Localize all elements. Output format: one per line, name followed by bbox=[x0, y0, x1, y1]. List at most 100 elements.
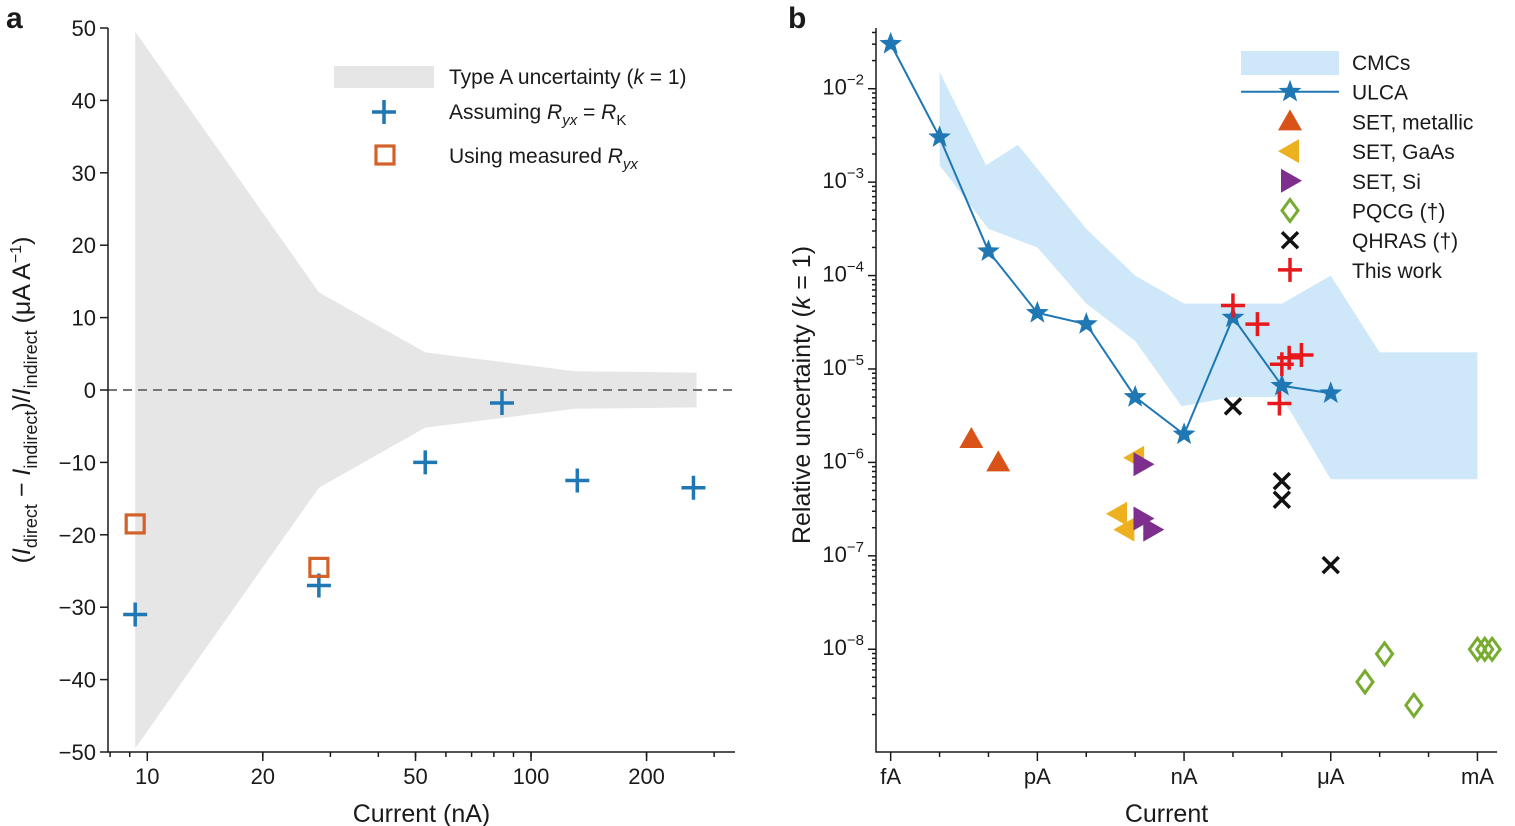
data-point-set-metallic bbox=[959, 427, 984, 449]
data-point-ulca bbox=[1074, 312, 1098, 334]
y-tick-label-a: −20 bbox=[59, 523, 96, 548]
y-tick-label-a: 20 bbox=[72, 233, 96, 258]
data-point-this-work bbox=[1267, 391, 1292, 416]
x-tick-label-b: nA bbox=[1171, 764, 1198, 789]
data-point-ulca bbox=[928, 125, 951, 147]
y-axis-label-b: Relative uncertainty (k = 1) bbox=[788, 246, 816, 544]
legend-marker-ulca bbox=[1278, 79, 1302, 102]
x-tick-label-b: fA bbox=[880, 764, 901, 789]
legend-label: CMCs bbox=[1352, 52, 1410, 75]
data-point-qhras bbox=[1272, 471, 1292, 491]
x-tick-label-a: 50 bbox=[403, 764, 427, 789]
y-tick-label-b: 10−4 bbox=[822, 259, 864, 287]
chart-a: −50 −40 −30 −20 −10 0 10 20 30 40 50 10 20 50 100 200 T… bbox=[8, 16, 735, 826]
legend-marker-assuming bbox=[372, 100, 396, 124]
panel-label-b: b bbox=[788, 2, 806, 35]
data-marks-a bbox=[123, 391, 706, 627]
x-tick-label-a: 200 bbox=[628, 764, 665, 789]
ulca-line bbox=[889, 43, 1331, 436]
data-point-assuming bbox=[489, 391, 514, 416]
y-tick-label-a: 10 bbox=[72, 306, 96, 331]
y-tick-label-b: 10−6 bbox=[822, 445, 864, 473]
y-tick-label-a: −40 bbox=[59, 668, 96, 693]
y-tick-label-a: 30 bbox=[72, 161, 96, 186]
data-point-pqcg bbox=[1355, 668, 1375, 696]
data-point-pqcg bbox=[1474, 635, 1495, 663]
axis-frame-b bbox=[875, 28, 1497, 753]
y-tick-label-b: 10−7 bbox=[822, 539, 864, 567]
legend-marker bbox=[1278, 139, 1299, 164]
legend-label: ULCA bbox=[1352, 82, 1408, 105]
x-tick-label-b: mA bbox=[1461, 764, 1494, 789]
y-tick-label-a: 0 bbox=[84, 378, 96, 403]
legend-marker-measured bbox=[374, 144, 396, 166]
data-point-ulca bbox=[1172, 422, 1196, 445]
legend-swatch-cmcs bbox=[1241, 51, 1339, 75]
legend-label: This work bbox=[1352, 260, 1442, 283]
data-point-measured bbox=[124, 513, 146, 535]
data-point-ulca bbox=[1319, 381, 1343, 403]
y-tick-label-a: 40 bbox=[72, 88, 96, 113]
legend-a: Type A uncertainty (k = 1) Assuming Ryx … bbox=[334, 66, 687, 173]
data-point-assuming bbox=[123, 602, 148, 627]
data-point-assuming bbox=[681, 475, 706, 500]
data-point-ulca bbox=[1025, 300, 1049, 323]
data-point-set-gaas bbox=[1113, 517, 1135, 542]
data-point-pqcg bbox=[1404, 691, 1424, 719]
y-tick-label-a: −10 bbox=[59, 450, 96, 475]
x-tick-label-a: 100 bbox=[513, 764, 550, 789]
y-tick-label-b: 10−3 bbox=[822, 165, 864, 193]
legend-label: QHRAS (†) bbox=[1352, 230, 1458, 253]
y-tick-label-a: 50 bbox=[72, 16, 96, 41]
data-point-qhras bbox=[1321, 555, 1340, 575]
legend-label: SET, Si bbox=[1352, 171, 1421, 194]
axes-a: −50 −40 −30 −20 −10 0 10 20 30 40 50 10 20 50 100 200 bbox=[59, 16, 735, 789]
x-axis-label-a: Current (nA) bbox=[353, 800, 491, 826]
legend-label-type-a: Type A uncertainty (k = 1) bbox=[449, 66, 687, 89]
data-point-assuming bbox=[565, 468, 590, 493]
legend-marker bbox=[1281, 168, 1302, 193]
x-tick-label-a: 10 bbox=[135, 764, 159, 789]
x-tick-label-a: 20 bbox=[251, 764, 275, 789]
y-tick-label-b: 10−5 bbox=[822, 352, 864, 380]
data-point-pqcg bbox=[1374, 640, 1395, 668]
data-point-measured bbox=[308, 556, 330, 578]
data-point-ulca bbox=[977, 239, 1000, 261]
y-axis-label-a: (Idirect − Iindirect)/Iindirect (μA A−1) bbox=[8, 237, 41, 564]
x-axis-label-b: Current bbox=[1125, 800, 1208, 826]
y-tick-label-a: −30 bbox=[59, 595, 96, 620]
y-tick-label-b: 10−2 bbox=[822, 72, 864, 100]
cmc-band bbox=[939, 71, 1478, 480]
x-tick-label-b: pA bbox=[1024, 764, 1051, 789]
legend-swatch-band bbox=[334, 66, 434, 88]
data-point-ulca bbox=[879, 31, 903, 54]
data-point-set-gaas bbox=[1106, 501, 1128, 526]
data-point-qhras bbox=[1223, 397, 1243, 416]
legend-label-assuming: Assuming Ryx = RK bbox=[449, 101, 626, 129]
legend-marker bbox=[1278, 257, 1302, 282]
legend-marker bbox=[1280, 196, 1300, 225]
data-point-this-work bbox=[1277, 345, 1302, 370]
data-point-ulca bbox=[1270, 373, 1294, 396]
chart-b: 10−8 10−7 10−6 10−5 10−4 10−3 10−2 fA pA nA μA mA C… bbox=[788, 28, 1502, 826]
legend-label: PQCG (†) bbox=[1352, 201, 1445, 224]
legend-marker bbox=[1280, 230, 1300, 250]
data-point-this-work bbox=[1245, 312, 1270, 337]
legend-label: SET, metallic bbox=[1352, 111, 1473, 134]
legend-b: CMCs ULCA SET, metallic SET, GaAs SET, Si PQC… bbox=[1241, 51, 1473, 283]
data-point-ulca bbox=[1123, 385, 1147, 407]
data-point-set-si bbox=[1133, 452, 1155, 477]
legend-plus-marker bbox=[372, 100, 396, 124]
data-point-assuming bbox=[413, 450, 438, 475]
data-point-qhras bbox=[1272, 490, 1292, 510]
y-tick-label-b: 10−8 bbox=[822, 632, 864, 660]
legend-label-measured: Using measured Ryx bbox=[449, 145, 638, 173]
legend-label: SET, GaAs bbox=[1352, 141, 1455, 164]
y-tick-label-a: −50 bbox=[59, 740, 96, 765]
data-point-set-si bbox=[1143, 517, 1165, 542]
data-point-pqcg bbox=[1482, 635, 1502, 663]
data-point-this-work bbox=[1289, 342, 1314, 367]
data-point-set-metallic bbox=[986, 450, 1011, 472]
axes-b: 10−8 10−7 10−6 10−5 10−4 10−3 10−2 fA pA nA μA mA bbox=[822, 28, 1497, 789]
